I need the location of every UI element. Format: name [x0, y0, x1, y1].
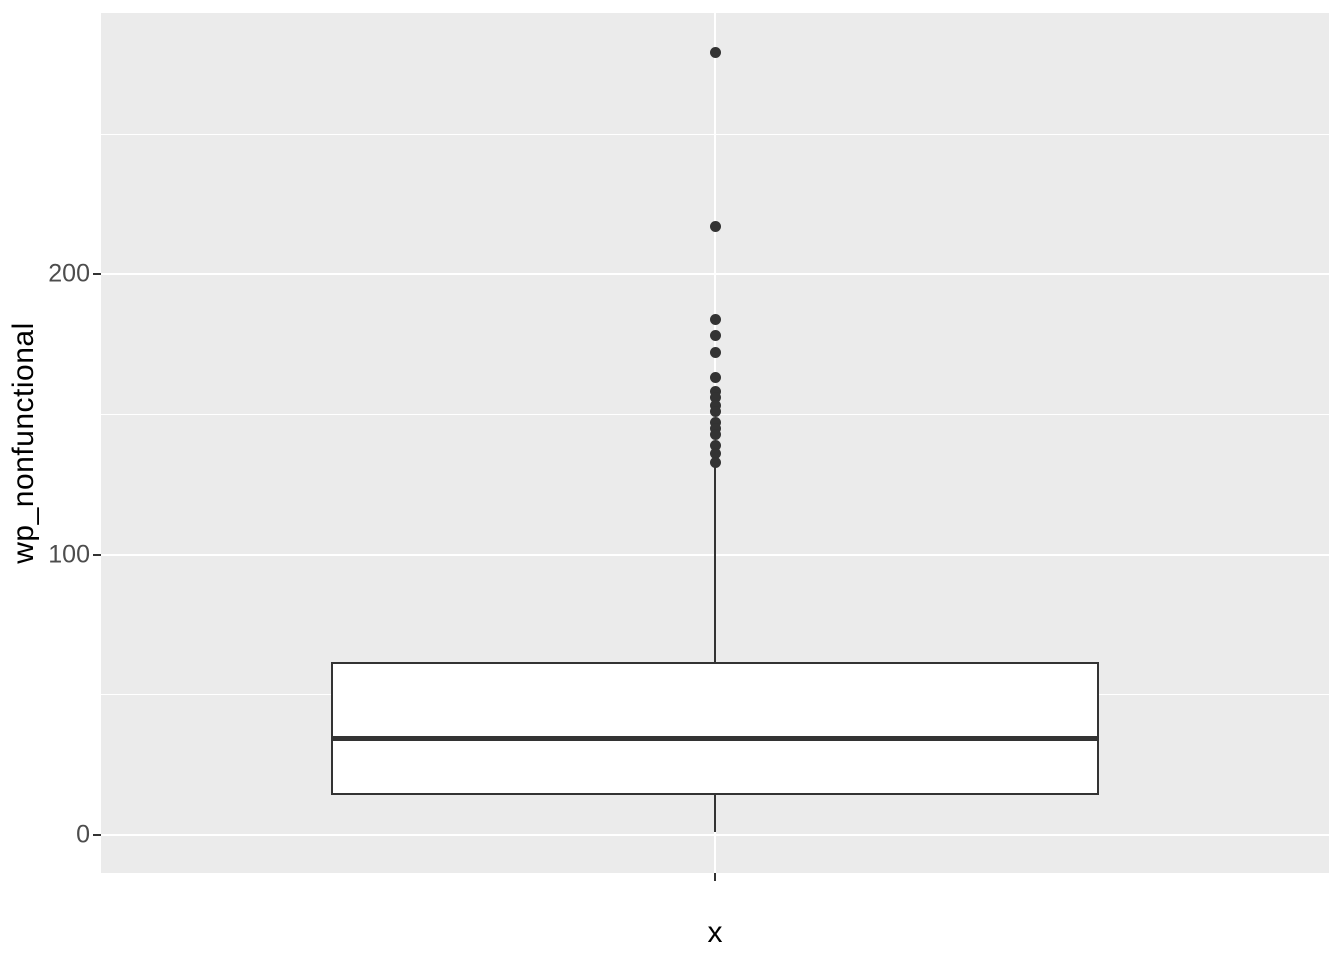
- boxplot-box: [331, 662, 1099, 795]
- x-tick-mark: [714, 873, 716, 881]
- outlier-point: [709, 386, 721, 398]
- x-axis-title: x: [707, 916, 723, 949]
- outlier-point: [709, 221, 721, 233]
- outlier-point: [709, 417, 721, 429]
- outlier-point: [709, 313, 721, 325]
- outlier-point: [709, 406, 721, 418]
- outlier-point: [709, 47, 721, 59]
- y-tick-mark: [93, 273, 101, 276]
- outlier-point: [709, 372, 721, 384]
- outlier-point: [709, 422, 721, 434]
- boxplot-whisker-lower: [714, 794, 716, 833]
- y-tick-label: 0: [76, 820, 90, 849]
- plot-panel: [101, 13, 1329, 873]
- outlier-point: [709, 439, 721, 451]
- y-tick-label: 100: [48, 540, 90, 569]
- outlier-point: [709, 448, 721, 460]
- outlier-point: [709, 400, 721, 412]
- y-tick-mark: [93, 833, 101, 836]
- boxplot-whisker-upper: [714, 464, 716, 663]
- outlier-point: [709, 456, 721, 468]
- outlier-point: [709, 330, 721, 342]
- y-tick-mark: [93, 553, 101, 556]
- boxplot-median-line: [331, 735, 1099, 741]
- outlier-point: [709, 347, 721, 359]
- y-tick-label: 200: [48, 259, 90, 288]
- outlier-point: [709, 428, 721, 440]
- y-axis-title: wp_nonfunctional: [7, 322, 41, 564]
- y-axis-title-wrap: wp_nonfunctional: [0, 0, 48, 886]
- outlier-point: [709, 392, 721, 404]
